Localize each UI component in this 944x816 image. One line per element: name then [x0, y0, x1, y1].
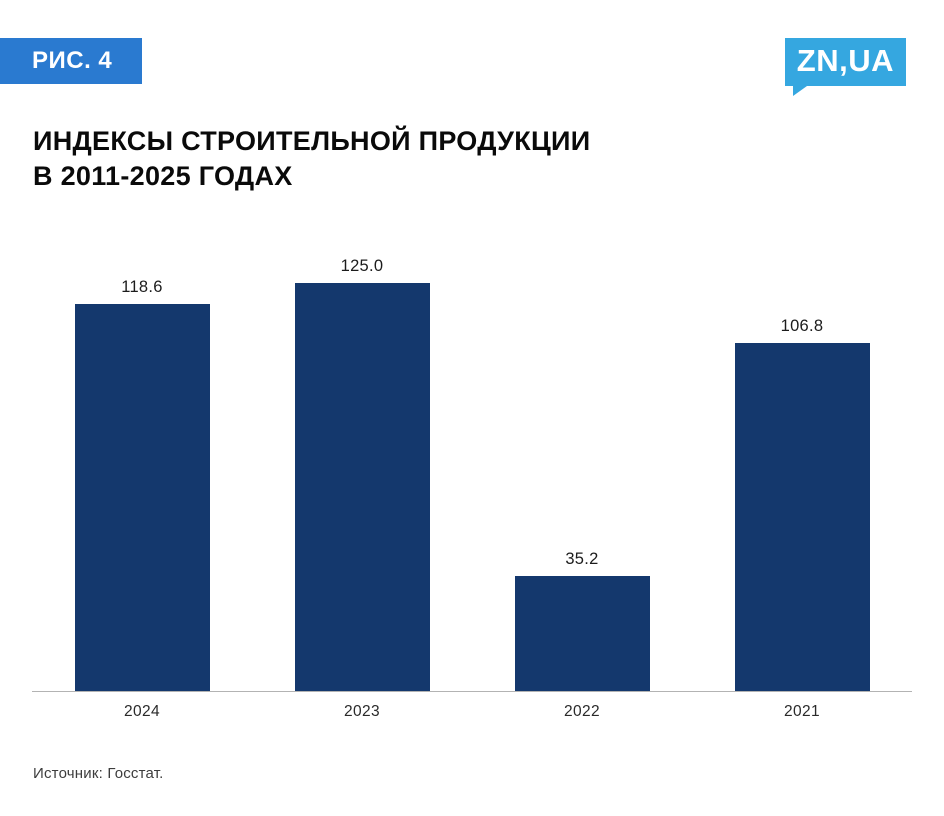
bar-column: 35.2: [472, 252, 692, 692]
bar-group: 118.6 125.0 35.2 106.8: [32, 252, 912, 693]
chart-title-line1: ИНДЕКСЫ СТРОИТЕЛЬНОЙ ПРОДУКЦИИ: [33, 126, 591, 156]
bar-value-label: 125.0: [340, 257, 384, 276]
chart-title: ИНДЕКСЫ СТРОИТЕЛЬНОЙ ПРОДУКЦИИ В 2011-20…: [33, 124, 904, 194]
bar-value-label: 106.8: [780, 317, 824, 336]
bar-column: 118.6: [32, 252, 252, 692]
header: РИС. 4 ZN,UA: [0, 0, 944, 96]
znua-logo: ZN,UA: [784, 38, 906, 96]
figure-number-badge: РИС. 4: [0, 38, 143, 84]
bar-chart: 118.6 125.0 35.2 106.8 2024 2023 2022 2021: [32, 252, 912, 721]
chart-title-line2: В 2011-2025 ГОДАХ: [33, 161, 293, 192]
x-tick-label: 2021: [783, 703, 821, 721]
bar: [294, 283, 430, 692]
bar-column: 125.0: [252, 252, 472, 692]
bar-column: 106.8: [692, 252, 912, 692]
category-axis: 2024 2023 2022 2021: [32, 692, 912, 721]
bar: [734, 343, 870, 692]
source-note: Источник: Госстат.: [33, 765, 164, 783]
bar-value-label: 118.6: [121, 278, 163, 297]
x-tick-label: 2024: [123, 703, 161, 721]
bar-value-label: 35.2: [565, 550, 599, 569]
x-tick-label: 2022: [563, 703, 601, 721]
bar: [74, 304, 210, 692]
bar: [514, 576, 650, 692]
x-tick-label: 2023: [343, 703, 381, 721]
